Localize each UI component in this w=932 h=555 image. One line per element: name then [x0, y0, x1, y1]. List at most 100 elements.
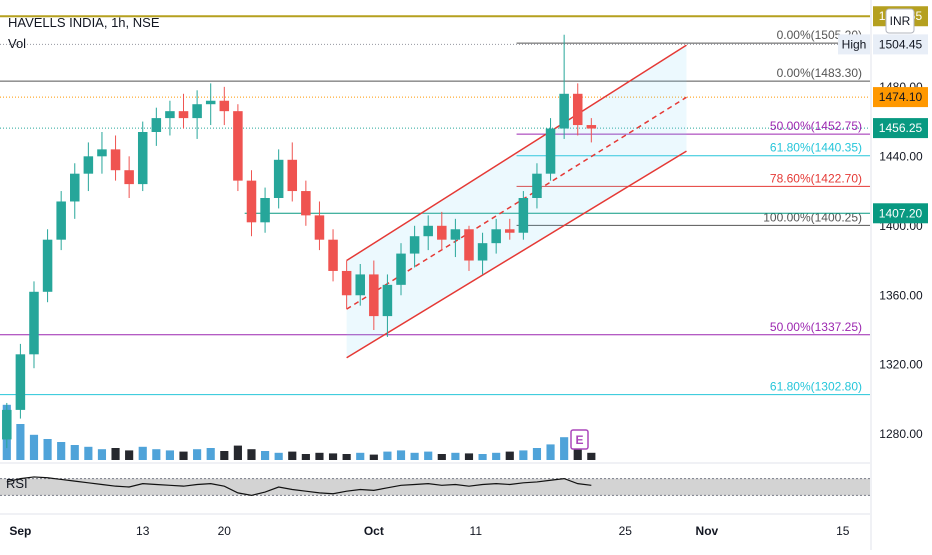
volume-bar: [111, 448, 120, 460]
volume-bar: [16, 424, 25, 460]
volume-bar: [383, 451, 392, 460]
channel-upper-line[interactable]: [346, 44, 687, 262]
price-tag: [873, 34, 928, 55]
volume-bar: [546, 444, 555, 460]
currency-button[interactable]: [885, 8, 915, 34]
candle-body: [396, 253, 406, 285]
candle-body: [15, 354, 26, 410]
volume-bar: [478, 454, 487, 460]
volume-bar: [274, 452, 283, 460]
candle-body: [2, 409, 12, 440]
volume-bar: [220, 451, 229, 460]
fib-level-label: 50.00%(1337.25): [770, 320, 862, 334]
candle-body: [423, 225, 433, 237]
candle-body: [205, 100, 216, 105]
volume-bar: [138, 446, 147, 460]
candle-body: [151, 118, 162, 132]
candle-body: [341, 270, 352, 296]
earnings-badge-label: E: [575, 433, 583, 447]
candle-body: [233, 111, 243, 181]
price-tick-label: 1320.00: [879, 358, 923, 372]
candle-body: [273, 159, 284, 198]
candle-body: [165, 111, 175, 119]
candle-body: [328, 239, 338, 271]
time-tick-label: 15: [836, 524, 850, 538]
volume-bar: [152, 449, 161, 460]
symbol-title[interactable]: HAVELLS INDIA, 1h, NSE: [8, 15, 160, 30]
volume-bar: [328, 453, 338, 460]
volume-bar: [179, 451, 188, 460]
price-tick-label: 1440.00: [879, 149, 923, 163]
volume-bar: [519, 450, 528, 460]
earnings-badge[interactable]: [570, 429, 589, 450]
time-tick-label: Sep: [9, 524, 31, 538]
volume-bar: [165, 450, 174, 460]
candle-body: [301, 191, 311, 216]
candle-body: [70, 173, 80, 202]
currency-label: INR: [890, 14, 911, 28]
candle-body: [545, 128, 556, 174]
price-tag: [873, 203, 928, 224]
rsi-line: [6, 476, 592, 497]
volume-bar: [464, 453, 474, 460]
candle-body: [505, 229, 515, 233]
price-tag-label: 1456.25: [879, 121, 923, 135]
volume-bar: [261, 451, 270, 460]
volume-bar: [492, 452, 501, 460]
candle-body: [178, 111, 189, 119]
candle-body: [586, 125, 597, 129]
price-tag: [873, 118, 928, 139]
candle-body: [192, 104, 202, 119]
volume-bar: [356, 452, 365, 460]
volume-legend[interactable]: Vol: [8, 36, 26, 51]
volume-bar: [560, 437, 569, 460]
candle-body: [355, 274, 365, 296]
candles: [2, 34, 597, 449]
high-tag-label: High: [842, 37, 867, 51]
time-axis[interactable]: Sep 13 20 Oct 11 25 Nov 15: [9, 524, 849, 538]
candle-body: [97, 149, 107, 157]
volume-bar: [532, 448, 542, 460]
volume-bar: [505, 451, 514, 460]
volume-bar: [410, 452, 419, 460]
time-tick-label: 20: [218, 524, 232, 538]
candle-body: [382, 284, 393, 317]
candle-body: [260, 198, 270, 223]
time-tick-label: 11: [470, 524, 483, 538]
volume-bar: [125, 450, 134, 460]
volume-bar: [424, 451, 433, 460]
volume-bar: [451, 452, 460, 460]
candle-body: [450, 229, 461, 240]
candle-body: [464, 229, 474, 261]
volume-bar: [84, 446, 93, 460]
candle-body: [437, 225, 447, 240]
rsi-legend[interactable]: RSI: [6, 476, 28, 491]
candle-body: [29, 291, 39, 355]
candle-body: [491, 229, 501, 244]
fib-level-label: 78.60%(1422.70): [770, 171, 862, 185]
volume-bar: [301, 454, 310, 460]
channel-lower-line[interactable]: [346, 150, 687, 359]
time-tick-label: 25: [619, 524, 633, 538]
fib-level-label: 0.00%(1483.30): [777, 66, 862, 80]
price-tag: [873, 87, 928, 108]
candle-body: [559, 93, 569, 129]
candle-body: [572, 93, 583, 126]
channel-fill: [346, 45, 687, 358]
price-tag-label: 1504.45: [879, 37, 923, 51]
fib-level-label: 50.00%(1452.75): [770, 119, 862, 133]
volume-bar: [315, 452, 324, 460]
candle-body: [532, 173, 542, 198]
time-tick-label: 13: [136, 524, 150, 538]
volume-bar: [396, 450, 406, 460]
volume-bar: [57, 442, 66, 460]
regression-channel: [346, 44, 687, 359]
candle-body: [124, 170, 134, 185]
volume-bar: [70, 445, 79, 460]
price-tag-label: 1407.20: [879, 206, 923, 220]
volume-bar: [233, 445, 242, 460]
fib-level-label: 61.80%(1440.35): [770, 141, 862, 155]
time-tick-label: Oct: [364, 524, 384, 538]
